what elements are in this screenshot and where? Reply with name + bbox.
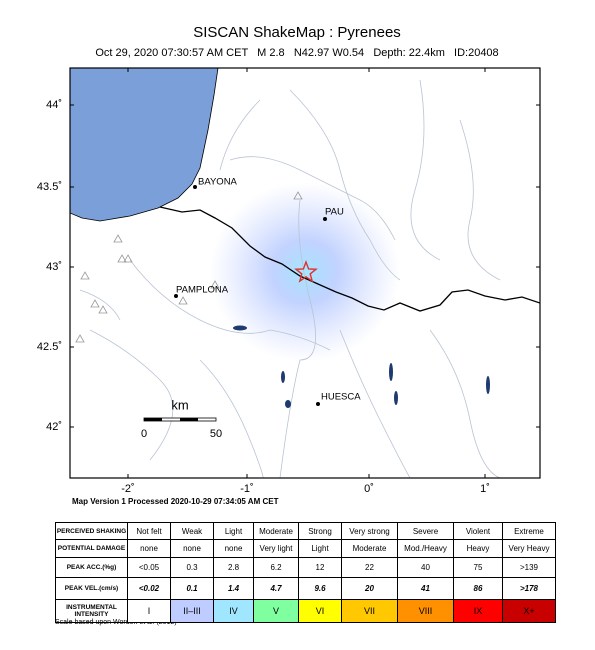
row-label: PEAK VEL.(cm/s) [55,577,128,600]
intensity-legend: PERCEIVED SHAKING Not felt Weak Light Modera… [55,522,556,623]
rivers [79,79,501,478]
legend-cell: 20 [341,577,398,600]
legend-cell: 1.4 [213,577,254,600]
legend-cell: IX [453,599,503,623]
legend-cell: X+ [502,599,556,623]
lon-label: 1˚ [480,483,490,495]
version: Map Version 1 Processed 2020-10-29 07:34… [72,497,279,506]
legend-cell: VI [298,599,342,623]
legend-cell: Very Heavy [502,539,556,558]
legend-cell: V [253,599,299,623]
row-label: PERCEIVED SHAKING [55,522,128,540]
legend-cell: Weak [170,522,214,540]
legend-cell: 6.2 [253,557,299,578]
legend-cell: none [213,539,254,558]
lon-label: -2˚ [121,483,134,495]
scale-bar [143,417,217,422]
legend-row: PERCEIVED SHAKING Not felt Weak Light Modera… [55,522,556,540]
lat-label: 42.5˚ [37,341,62,353]
legend-cell: 22 [341,557,398,578]
legend-row: INSTRUMENTAL INTENSITY I II–III IV V VI VII VII… [55,599,556,623]
legend-cell: 75 [453,557,503,578]
lat-label: 43.5˚ [37,181,62,193]
legend-cell: Not felt [127,522,171,540]
lat-label: 43˚ [46,261,62,273]
legend-cell: Severe [397,522,454,540]
row-label: INSTRUMENTAL INTENSITY [55,599,128,623]
map-frame [69,67,541,479]
legend-cell: Moderate [341,539,398,558]
scale-unit: km [171,397,188,412]
legend-cell: 4.7 [253,577,299,600]
lon-label: -1˚ [240,483,253,495]
city-label: PAMPLONA [176,285,229,296]
legend-cell: none [170,539,214,558]
legend-row: PEAK ACC.(%g) <0.05 0.3 2.8 6.2 12 22 40 75 >139 [55,557,556,578]
legend-cell: 0.3 [170,557,214,578]
legend-cell: Light [298,539,342,558]
legend-row: POTENTIAL DAMAGE none none none Very light Li… [55,539,556,558]
legend-cell: Violent [453,522,503,540]
lon-label: 0˚ [364,483,374,495]
title: SISCAN ShakeMap : Pyrenees [193,24,401,41]
scale-label: 50 [210,428,222,440]
legend-cell: 86 [453,577,503,600]
lat-label: 42˚ [46,421,62,433]
epicenter [294,259,318,283]
subtitle: Oct 29, 2020 07:30:57 AM CET M 2.8 N42.9… [95,47,498,59]
ocean [70,68,219,222]
legend-cell: 12 [298,557,342,578]
stations [75,191,303,343]
legend-cell: Mod./Heavy [397,539,454,558]
legend-cell: 40 [397,557,454,578]
legend-cell: <0.02 [127,577,171,600]
row-label: POTENTIAL DAMAGE [55,539,128,558]
legend-cell: Very strong [341,522,398,540]
legend-cell: Extreme [502,522,556,540]
legend-cell: Light [213,522,254,540]
shaking-area [210,182,400,362]
city-label: HUESCA [321,392,361,403]
legend-cell: 0.1 [170,577,214,600]
map-area: BAYONA PAU PAMPLONA HUESCA km 0 50 [70,68,540,478]
city-label: BAYONA [198,177,238,188]
city-dots [174,185,327,406]
legend-cell: Moderate [253,522,299,540]
legend-row: PEAK VEL.(cm/s) <0.02 0.1 1.4 4.7 9.6 20 41 86 >1… [55,577,556,600]
legend-cell: Very light [253,539,299,558]
lat-label: 44˚ [46,99,62,111]
lakes [233,325,490,408]
row-label: PEAK ACC.(%g) [55,557,128,578]
legend-cell: none [127,539,171,558]
legend-cell: 2.8 [213,557,254,578]
border [159,206,540,312]
legend-cell: >139 [502,557,556,578]
legend-cell: VII [341,599,398,623]
legend-cell: 41 [397,577,454,600]
city-label: PAU [325,207,344,218]
legend-cell: VIII [397,599,454,623]
legend-cell: II–III [170,599,214,623]
legend-cell: <0.05 [127,557,171,578]
scale-label: 0 [141,428,147,440]
legend-cell: 9.6 [298,577,342,600]
legend-cell: I [127,599,171,623]
legend-cell: IV [213,599,254,623]
legend-cell: Heavy [453,539,503,558]
legend-cell: >178 [502,577,556,600]
legend-cell: Strong [298,522,342,540]
